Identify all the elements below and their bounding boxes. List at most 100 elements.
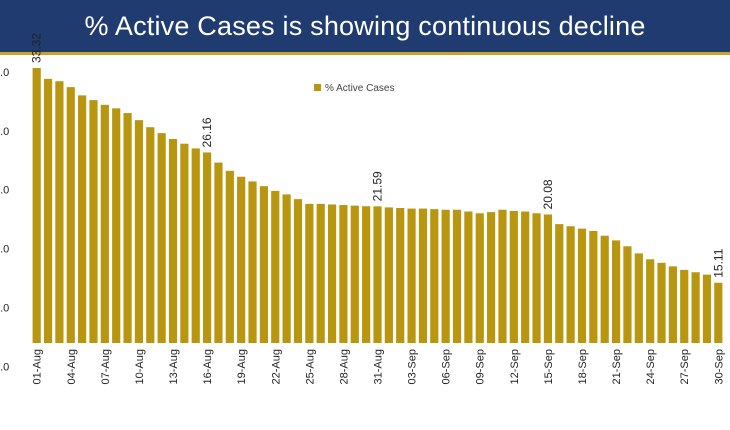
bar-08-Sep xyxy=(464,211,473,343)
x-tick-label: 07-Aug xyxy=(100,349,112,384)
bar-23-Aug xyxy=(282,194,291,343)
bar-07-Sep xyxy=(452,209,462,343)
bar-13-Sep xyxy=(521,211,530,343)
bar-10-Sep xyxy=(487,212,496,343)
bar-19-Sep xyxy=(589,230,598,343)
bar-24-Sep xyxy=(646,259,655,343)
data-label-31-Aug: 21.59 xyxy=(371,171,385,201)
x-tick-label: 18-Sep xyxy=(577,349,589,384)
banner-accent-stripe xyxy=(0,52,730,55)
x-tick-label: 28-Aug xyxy=(338,349,350,384)
bar-10-Aug xyxy=(134,120,144,343)
bar-25-Aug xyxy=(305,203,314,343)
y-tick-label: 3.0 xyxy=(0,185,9,197)
bar-01-Aug xyxy=(32,68,41,344)
bar-02-Aug xyxy=(43,78,53,344)
bar-26-Aug xyxy=(316,203,325,343)
bar-30-Sep xyxy=(714,282,723,343)
x-tick-label: 01-Aug xyxy=(32,349,44,384)
data-label-16-Aug: 26.16 xyxy=(200,117,214,147)
bar-15-Sep xyxy=(543,214,552,343)
x-tick-label: 25-Aug xyxy=(304,349,316,384)
x-tick-label: 22-Aug xyxy=(270,349,282,384)
bar-31-Aug xyxy=(373,206,382,343)
bar-21-Aug xyxy=(259,186,268,343)
bar-12-Aug xyxy=(157,133,166,343)
bar-13-Aug xyxy=(168,139,178,343)
chart-title: % Active Cases is showing continuous dec… xyxy=(84,10,646,41)
bar-28-Sep xyxy=(691,272,700,343)
bar-29-Sep xyxy=(702,274,712,343)
bar-06-Sep xyxy=(441,209,450,343)
y-tick-label: 3.0 xyxy=(0,126,9,138)
bar-04-Aug xyxy=(66,87,75,344)
bar-19-Aug xyxy=(237,176,246,343)
bar-02-Sep xyxy=(396,207,405,343)
y-axis-ticks: 3.0 3.0 3.0 3.0 3.0 3.0 xyxy=(0,67,9,374)
bar-11-Aug xyxy=(146,127,155,344)
bar-09-Aug xyxy=(123,113,132,343)
x-tick-label: 27-Sep xyxy=(679,349,691,384)
bar-29-Aug xyxy=(350,205,359,343)
legend-swatch xyxy=(314,84,321,91)
bar-22-Aug xyxy=(271,190,280,343)
bar-30-Aug xyxy=(362,206,371,343)
bar-27-Sep xyxy=(680,269,689,343)
bar-05-Aug xyxy=(78,95,87,344)
bar-18-Sep xyxy=(577,228,587,343)
x-tick-label: 19-Aug xyxy=(236,349,248,384)
title-banner: % Active Cases is showing continuous dec… xyxy=(0,0,730,52)
bar-16-Sep xyxy=(555,224,564,343)
bar-18-Aug xyxy=(225,170,234,343)
bar-06-Aug xyxy=(89,100,98,343)
bar-25-Sep xyxy=(657,262,666,343)
bar-26-Sep xyxy=(668,266,677,343)
x-tick-label: 24-Sep xyxy=(645,349,657,384)
chart-legend: % Active Cases xyxy=(314,83,394,94)
x-tick-label: 21-Sep xyxy=(611,349,623,384)
bar-11-Sep xyxy=(498,209,507,343)
bar-28-Aug xyxy=(339,205,348,343)
bar-03-Aug xyxy=(55,81,64,343)
bar-09-Sep xyxy=(475,213,484,343)
x-tick-label: 31-Aug xyxy=(373,349,385,384)
bar-08-Aug xyxy=(112,108,121,343)
y-tick-label: 3.0 xyxy=(0,67,9,79)
y-tick-label: 3.0 xyxy=(0,244,9,256)
data-labels: 33.32 26.16 21.59 20.08 15.11 xyxy=(30,33,726,278)
y-tick-label: 3.0 xyxy=(0,303,9,315)
bar-07-Aug xyxy=(100,104,109,343)
data-label-30-Sep: 15.11 xyxy=(711,248,725,277)
x-tick-label: 10-Aug xyxy=(134,349,146,384)
bar-series xyxy=(32,68,723,344)
x-tick-label: 16-Aug xyxy=(202,349,214,384)
bar-04-Sep xyxy=(418,208,428,343)
bar-12-Sep xyxy=(509,210,518,343)
x-tick-label: 13-Aug xyxy=(168,349,180,384)
y-tick-label: 3.0 xyxy=(0,362,9,374)
x-tick-label: 03-Sep xyxy=(407,349,419,384)
bar-17-Aug xyxy=(214,162,223,343)
bar-16-Aug xyxy=(203,152,212,343)
bar-24-Aug xyxy=(293,199,303,343)
bar-27-Aug xyxy=(327,204,337,343)
bar-20-Sep xyxy=(600,235,609,343)
bar-01-Sep xyxy=(384,207,393,343)
x-tick-label: 09-Sep xyxy=(475,349,487,384)
bar-22-Sep xyxy=(623,246,632,343)
x-tick-label: 04-Aug xyxy=(66,349,78,384)
x-tick-label: 30-Sep xyxy=(713,349,725,384)
bar-23-Sep xyxy=(634,253,643,343)
bar-17-Sep xyxy=(566,226,575,343)
bar-15-Aug xyxy=(191,148,200,343)
bar-14-Sep xyxy=(532,213,541,343)
bar-14-Aug xyxy=(180,143,189,343)
x-tick-label: 12-Sep xyxy=(509,349,521,384)
legend-label: % Active Cases xyxy=(325,83,394,94)
bar-05-Sep xyxy=(430,209,439,343)
x-axis-ticks: 01-Aug 04-Aug 07-Aug 10-Aug 13-Aug 16-Aug 19-A… xyxy=(32,349,726,384)
data-label-01-Aug: 33.32 xyxy=(30,33,44,63)
x-tick-label: 06-Sep xyxy=(441,349,453,384)
bar-21-Sep xyxy=(611,240,621,343)
data-label-15-Sep: 20.08 xyxy=(541,179,555,209)
